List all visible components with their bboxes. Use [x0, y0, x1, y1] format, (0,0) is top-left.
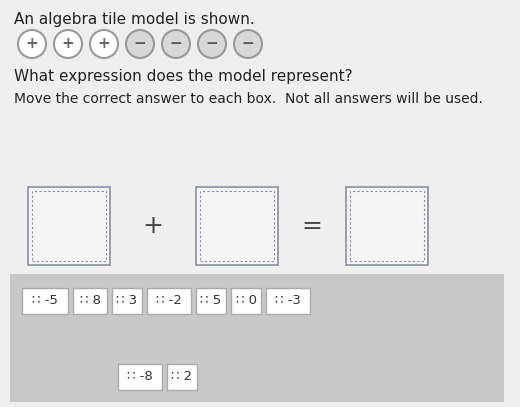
Text: Move the correct answer to each box.  Not all answers will be used.: Move the correct answer to each box. Not… [14, 92, 483, 106]
Text: +: + [62, 36, 74, 51]
Text: ∷ 0: ∷ 0 [236, 295, 256, 308]
Bar [10, 274, 504, 402]
Text: ∷ -5: ∷ -5 [32, 295, 58, 308]
Text: ∷ 2: ∷ 2 [172, 370, 192, 383]
Text: −: − [170, 36, 183, 51]
Bar [147, 288, 191, 314]
Bar [346, 187, 428, 265]
Bar [22, 288, 68, 314]
Bar [118, 364, 162, 390]
Bar [350, 191, 424, 261]
Text: +: + [98, 36, 110, 51]
Circle shape [90, 30, 118, 58]
Bar [167, 364, 197, 390]
Bar [28, 187, 110, 265]
Bar [231, 288, 261, 314]
Text: ∷ -3: ∷ -3 [275, 295, 301, 308]
Bar [73, 288, 107, 314]
Circle shape [18, 30, 46, 58]
Text: ∷ 5: ∷ 5 [200, 295, 222, 308]
Circle shape [162, 30, 190, 58]
Text: ∷ 8: ∷ 8 [80, 295, 100, 308]
Text: −: − [134, 36, 146, 51]
Bar [266, 288, 310, 314]
Text: ∷ -2: ∷ -2 [156, 295, 182, 308]
Text: ∷ 3: ∷ 3 [116, 295, 138, 308]
Bar [200, 191, 274, 261]
Text: =: = [302, 214, 322, 238]
Bar [32, 191, 106, 261]
Text: An algebra tile model is shown.: An algebra tile model is shown. [14, 12, 255, 27]
Circle shape [126, 30, 154, 58]
Bar [196, 288, 226, 314]
Bar [112, 288, 142, 314]
Circle shape [54, 30, 82, 58]
Bar [196, 187, 278, 265]
Text: −: − [205, 36, 218, 51]
Circle shape [198, 30, 226, 58]
Text: What expression does the model represent?: What expression does the model represent… [14, 69, 353, 84]
Text: +: + [25, 36, 38, 51]
Circle shape [234, 30, 262, 58]
Text: −: − [242, 36, 254, 51]
Text: ∷ -8: ∷ -8 [127, 370, 153, 383]
Text: +: + [142, 214, 163, 238]
